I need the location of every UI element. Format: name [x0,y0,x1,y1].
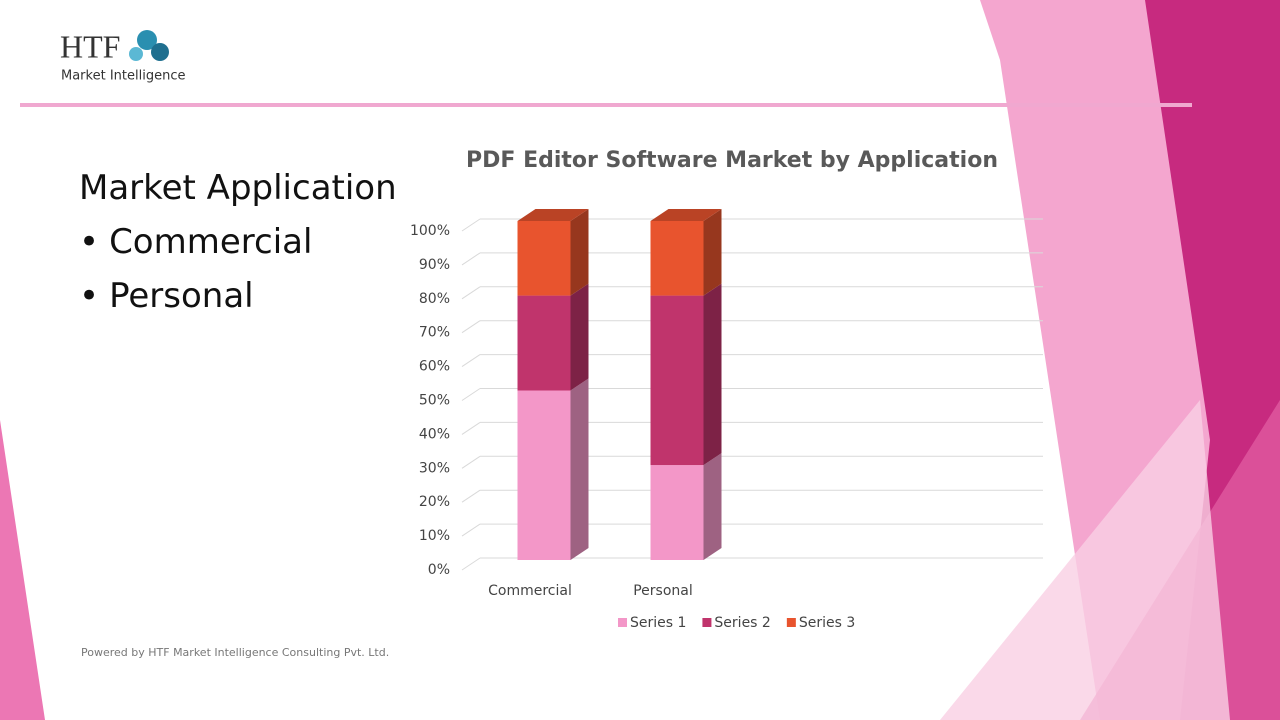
bullet: Personal [79,276,254,316]
legend-label: Series 3 [799,615,855,631]
bar-top [650,209,722,221]
y-tick-label: 10% [419,528,450,544]
y-tick-label: 40% [419,426,450,442]
grid-line-side [461,252,481,266]
logo-icon [151,43,169,61]
y-tick-label: 60% [419,359,450,375]
y-tick-label: 100% [410,223,450,239]
grid-line-side [461,489,481,503]
bar-side [703,453,722,560]
bar [650,295,704,466]
bullet: Commercial [79,222,312,262]
y-tick-label: 70% [419,325,450,341]
bar-side [570,209,589,296]
decor [940,400,1230,720]
y-tick-label: 90% [419,257,450,273]
legend-label: Series 2 [714,615,770,631]
bar [650,465,704,560]
x-tick-label: Personal [633,583,693,599]
bar [517,221,571,296]
legend-swatch [786,618,796,627]
grid-line-side [461,388,481,401]
grid-line-side [461,354,481,368]
y-tick-label: 80% [419,291,450,307]
y-tick-label: 20% [419,494,450,510]
x-tick-label: Commercial [488,583,572,599]
logo-subtitle: Market Intelligence [61,69,185,84]
bar [650,221,704,296]
grid-line-side [461,421,481,435]
y-tick-label: 0% [428,562,450,578]
footer: Powered by HTF Market Intelligence Consu… [81,646,390,659]
grid-line-side [461,557,481,571]
y-tick-label: 30% [419,460,450,476]
grid-line-side [461,320,481,334]
grid-line-side [461,523,481,537]
bar [517,295,571,391]
grid-line-side [461,455,481,469]
decor [0,420,45,720]
grid-line-side [461,286,481,300]
bar-side [703,209,722,296]
legend-label: Series 1 [630,615,686,631]
heading: Market Application [79,168,397,208]
chart-title: PDF Editor Software Market by Applicatio… [466,148,998,173]
bar-side [703,283,722,466]
logo-icon [129,47,143,61]
y-tick-label: 50% [419,393,450,409]
legend-swatch [702,618,712,627]
bar-side [570,378,589,560]
logo-icon [137,30,157,50]
bar-top [517,209,589,221]
grid-line-side [461,218,481,232]
logo-text: HTF [60,28,120,64]
legend-swatch [618,618,627,627]
bar [517,390,571,560]
bar-side [570,283,589,391]
